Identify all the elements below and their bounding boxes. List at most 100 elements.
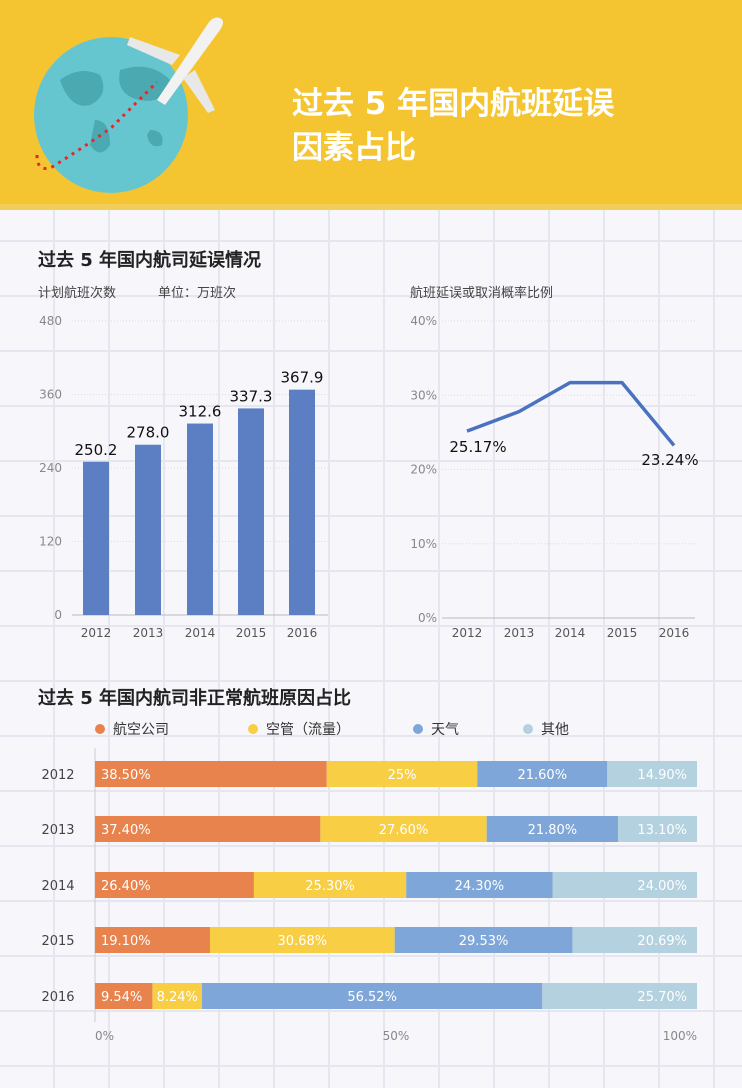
segment-value-label: 21.60% xyxy=(517,768,567,783)
y-tick-label: 0 xyxy=(54,608,62,622)
bar-value-label: 367.9 xyxy=(281,369,324,387)
y-tick-label: 480 xyxy=(39,314,62,328)
stacked-bar-segment xyxy=(477,761,608,787)
stacked-bar-segment xyxy=(326,761,478,787)
line-series xyxy=(466,380,676,447)
page-title: 过去 5 年国内航班延误 因素占比 xyxy=(292,82,614,170)
legend-label: 空管（流量） xyxy=(266,722,350,738)
segment-value-label: 37.40% xyxy=(101,823,151,838)
segment-value-label: 26.40% xyxy=(101,879,151,894)
segment-value-label: 25.70% xyxy=(637,990,687,1005)
stacked-bar-segment xyxy=(95,761,327,787)
bar-value-label: 337.3 xyxy=(230,387,273,405)
bar xyxy=(289,389,315,615)
y-tick-label: 0% xyxy=(418,611,437,625)
x-tick-label: 100% xyxy=(663,1029,697,1043)
y-category-label: 2013 xyxy=(41,823,74,838)
y-category-label: 2014 xyxy=(41,879,74,894)
stacked-bar-segment xyxy=(618,816,697,842)
x-tick-label: 2012 xyxy=(452,626,483,640)
stacked-bar-segment xyxy=(394,927,573,953)
legend-marker xyxy=(248,724,258,734)
x-tick-label: 2016 xyxy=(287,626,318,640)
segment-value-label: 24.30% xyxy=(455,879,505,894)
legend-marker xyxy=(413,724,423,734)
segment-value-label: 25% xyxy=(388,768,417,783)
segment-value-label: 21.80% xyxy=(528,823,578,838)
segment-value-label: 14.90% xyxy=(637,768,687,783)
x-tick-label: 2014 xyxy=(185,626,216,640)
stacked-bar-segment xyxy=(542,983,697,1009)
segment-value-label: 27.60% xyxy=(379,823,429,838)
stacked-bar-segment xyxy=(486,816,619,842)
legend-label: 航空公司 xyxy=(113,722,169,738)
bar xyxy=(187,423,213,615)
segment-value-label: 38.50% xyxy=(101,768,151,783)
segment-value-label: 9.54% xyxy=(101,990,142,1005)
stacked-bar-segment xyxy=(253,872,407,898)
stacked-bar-segment xyxy=(95,816,321,842)
y-tick-label: 240 xyxy=(39,461,62,475)
stacked-bar-segment xyxy=(95,927,210,953)
title-line-2: 因素占比 xyxy=(292,130,416,166)
stacked-bar-segment xyxy=(95,983,153,1009)
x-tick-label: 0% xyxy=(95,1029,114,1043)
stacked-bar-segment xyxy=(572,927,697,953)
x-tick-label: 50% xyxy=(383,1029,410,1043)
x-tick-label: 2012 xyxy=(81,626,112,640)
bar-chart-unit: 单位：万班次 xyxy=(158,286,237,301)
line-chart-subtitle: 航班延误或取消概率比例 xyxy=(410,286,554,301)
x-tick-label: 2015 xyxy=(607,626,638,640)
stacked-bar-segment xyxy=(152,983,203,1009)
bar-value-label: 312.6 xyxy=(179,403,222,421)
line-value-label: 25.17% xyxy=(449,438,506,456)
section-title-delays: 过去 5 年国内航司延误情况 xyxy=(38,250,262,271)
y-tick-label: 120 xyxy=(39,535,62,549)
y-tick-label: 20% xyxy=(410,463,437,477)
y-category-label: 2016 xyxy=(41,990,74,1005)
bar xyxy=(135,444,161,615)
segment-value-label: 8.24% xyxy=(157,990,198,1005)
bar-value-label: 250.2 xyxy=(75,441,118,459)
segment-value-label: 25.30% xyxy=(305,879,355,894)
segment-value-label: 30.68% xyxy=(278,934,328,949)
stacked-bar-segment xyxy=(552,872,697,898)
x-tick-label: 2013 xyxy=(133,626,164,640)
segment-value-label: 24.00% xyxy=(637,879,687,894)
x-tick-label: 2014 xyxy=(555,626,586,640)
bar xyxy=(83,461,109,615)
stacked-bar-segment xyxy=(320,816,487,842)
y-tick-label: 30% xyxy=(410,388,437,402)
y-tick-label: 40% xyxy=(410,314,437,328)
y-category-label: 2012 xyxy=(41,768,74,783)
stacked-bar-segment xyxy=(95,872,254,898)
y-tick-label: 10% xyxy=(410,537,437,551)
x-tick-label: 2015 xyxy=(236,626,267,640)
segment-value-label: 29.53% xyxy=(459,934,509,949)
globe-airplane-illustration xyxy=(34,17,223,193)
stacked-bar-segment xyxy=(406,872,553,898)
header-banner: 过去 5 年国内航班延误 因素占比 xyxy=(0,0,742,210)
y-category-label: 2015 xyxy=(41,934,74,949)
segment-value-label: 19.10% xyxy=(101,934,151,949)
x-tick-label: 2016 xyxy=(659,626,690,640)
line-value-label: 23.24% xyxy=(641,451,698,469)
section-title-causes: 过去 5 年国内航司非正常航班原因占比 xyxy=(38,688,352,709)
legend-marker xyxy=(95,724,105,734)
segment-value-label: 20.69% xyxy=(637,934,687,949)
stacked-bar-segment xyxy=(202,983,543,1009)
bar-value-label: 278.0 xyxy=(127,424,170,442)
bar xyxy=(238,408,264,615)
legend-label: 其他 xyxy=(541,722,569,738)
legend-label: 天气 xyxy=(431,722,459,738)
legend-marker xyxy=(523,724,533,734)
stacked-bar-segment xyxy=(209,927,395,953)
y-tick-label: 360 xyxy=(39,388,62,402)
segment-value-label: 13.10% xyxy=(637,823,687,838)
x-tick-label: 2013 xyxy=(504,626,535,640)
segment-value-label: 56.52% xyxy=(347,990,397,1005)
bar-chart-subtitle: 计划航班次数 xyxy=(38,286,117,301)
stacked-bar-segment xyxy=(607,761,697,787)
title-line-1: 过去 5 年国内航班延误 xyxy=(292,86,615,122)
